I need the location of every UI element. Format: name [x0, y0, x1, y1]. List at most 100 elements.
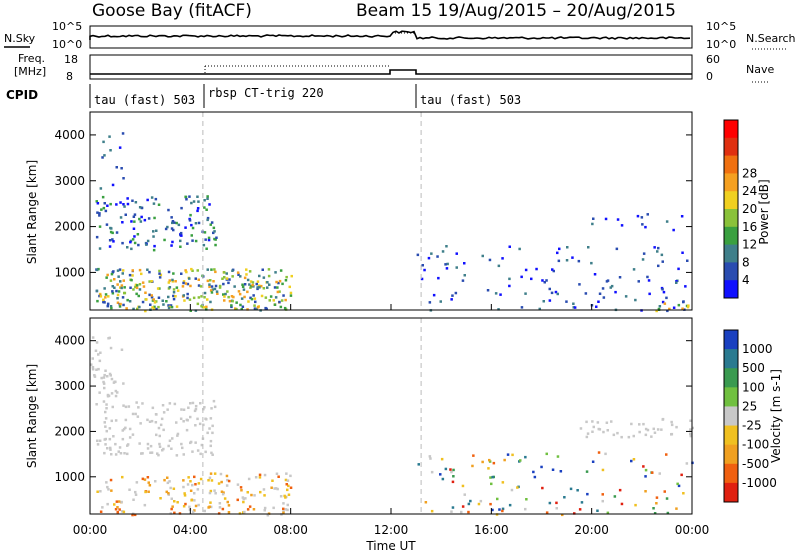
scatter-cell [108, 336, 111, 340]
scatter-cell [140, 272, 143, 276]
scatter-cell [111, 285, 114, 288]
scatter-cell [687, 304, 690, 307]
scatter-cell [276, 290, 280, 294]
scatter-cell [241, 285, 245, 288]
scatter-cell [461, 505, 465, 508]
scatter-cell [532, 470, 535, 474]
scatter-cell [203, 406, 206, 409]
scatter-cell [540, 465, 543, 469]
scatter-cell [136, 415, 140, 418]
scatter-cell [137, 243, 140, 247]
scatter-cell [135, 286, 139, 290]
scatter-cell [175, 286, 179, 289]
scatter-cell [144, 309, 147, 313]
scatter-cell [187, 476, 190, 479]
scatter-cell [210, 291, 214, 294]
scatter-cell [137, 406, 140, 409]
scatter-cell [96, 490, 99, 493]
scatter-cell [630, 459, 633, 463]
scatter-cell [168, 279, 171, 282]
scatter-cell [451, 506, 455, 509]
scatter-cell [203, 206, 206, 209]
scatter-cell [214, 492, 217, 495]
scatter-cell [118, 446, 122, 449]
scatter-cell [213, 489, 216, 492]
scatter-cell [93, 374, 96, 377]
scatter-cell [221, 492, 225, 496]
scatter-cell [104, 443, 107, 446]
scatter-cell [119, 286, 122, 289]
scatter-cell [552, 269, 555, 273]
scatter-cell [167, 493, 170, 496]
scatter-cell [151, 406, 155, 410]
scatter-cell [188, 195, 191, 198]
scatter-cell [269, 295, 273, 298]
colorbar-tick-label: 16 [742, 220, 757, 234]
scatter-cell [545, 511, 549, 514]
scatter-cell [133, 241, 137, 245]
scatter-cell [651, 471, 654, 474]
scatter-cell [172, 228, 175, 232]
scatter-cell [145, 298, 148, 301]
scatter-cell [110, 419, 113, 423]
scatter-cell [127, 405, 131, 408]
scatter-cell [578, 283, 581, 286]
colorbar-tick-label: 12 [742, 238, 757, 252]
scatter-cell [129, 240, 132, 244]
scatter-cell [124, 426, 127, 430]
scatter-cell [194, 239, 198, 243]
cpid-segment-1: tau (fast) 503 [94, 93, 195, 107]
scatter-cell [202, 423, 205, 427]
scatter-cell [450, 510, 453, 513]
scatter-cell [196, 209, 199, 213]
scatter-cell [260, 294, 264, 298]
nsearch-label: N.Search [746, 32, 796, 45]
scatter-cell [131, 199, 134, 202]
scatter-cell [497, 308, 500, 311]
scatter-cell [109, 446, 112, 450]
scatter-cell [133, 235, 136, 238]
scatter-cell [102, 400, 106, 403]
scatter-cell [150, 280, 153, 283]
scatter-cell [542, 300, 545, 303]
scatter-cell [133, 213, 137, 216]
scatter-cell [209, 417, 213, 420]
scatter-cell [263, 473, 267, 477]
scatter-cell [248, 283, 251, 286]
scatter-cell [120, 167, 123, 170]
scatter-cell [519, 459, 522, 462]
scatter-cell [268, 299, 271, 302]
scatter-cell [685, 462, 689, 465]
scatter-cell [223, 295, 226, 298]
scatter-cell [120, 286, 123, 290]
scatter-cell [150, 196, 154, 199]
scatter-cell [110, 227, 113, 230]
scatter-cell [246, 308, 249, 311]
scatter-cell [451, 480, 455, 484]
scatter-cell [222, 271, 226, 274]
scatter-cell [171, 437, 174, 440]
scatter-cell [227, 281, 230, 285]
scatter-cell [282, 294, 285, 297]
scatter-cell [111, 183, 115, 187]
scatter-cell [186, 296, 189, 300]
scatter-cell [184, 269, 187, 272]
scatter-cell [274, 487, 278, 490]
scatter-cell [132, 307, 135, 311]
scatter-cell [565, 300, 568, 303]
scatter-cell [227, 479, 231, 483]
scatter-cell [266, 286, 269, 289]
scatter-cell [247, 477, 251, 481]
scatter-cell [162, 411, 166, 414]
scatter-cell [140, 452, 143, 455]
scatter-cell [99, 510, 103, 513]
scatter-cell [102, 376, 106, 379]
scatter-cell [585, 420, 588, 424]
scatter-cell [104, 296, 107, 299]
scatter-cell [121, 437, 125, 441]
scatter-cell [207, 238, 211, 242]
scatter-cell [176, 289, 180, 292]
scatter-cell [681, 307, 684, 310]
scatter-cell [551, 268, 554, 271]
scatter-cell [662, 290, 666, 294]
